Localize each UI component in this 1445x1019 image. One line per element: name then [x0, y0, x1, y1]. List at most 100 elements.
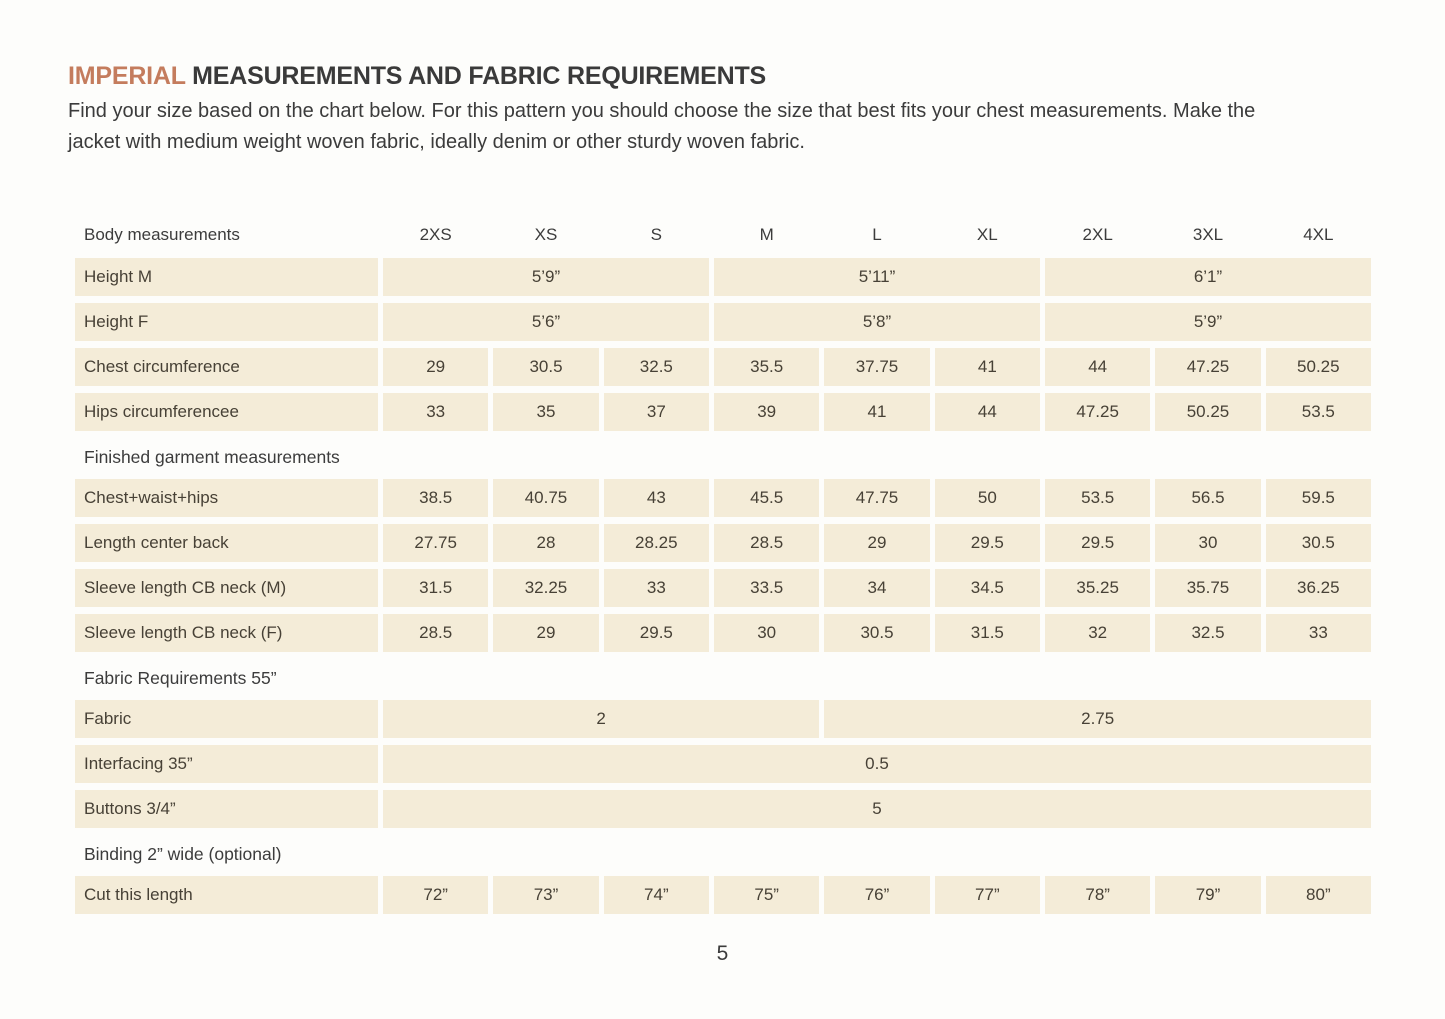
table-row: Height M 5’9” 5’11” 6’1”	[75, 258, 1371, 296]
value-cell: 73”	[493, 876, 599, 914]
value-cell: 29	[383, 348, 489, 386]
value-cell: 45.5	[714, 479, 820, 517]
value-cell: 5’9”	[383, 258, 709, 296]
value-cell: 5	[383, 790, 1371, 828]
value-cell: 47.75	[824, 479, 930, 517]
value-cell: 41	[824, 393, 930, 431]
value-cell: 2.75	[824, 700, 1371, 738]
value-cell: 33	[603, 569, 709, 607]
size-column-header: 2XL	[1082, 225, 1113, 244]
value-cell: 77”	[934, 876, 1040, 914]
table-row: Chest circumference 29 30.5 32.5 35.5 37.75 41…	[75, 348, 1371, 386]
table-header-row: Body measurements 2XS XS S M L XL 2XL 3XL 4XL	[75, 218, 1371, 252]
row-label-cell: Height F	[75, 303, 378, 341]
size-column-header: S	[650, 225, 662, 244]
table-row: Height F 5’6” 5’8” 5’9”	[75, 303, 1371, 341]
value-cell: 47.25	[1155, 348, 1261, 386]
value-cell: 33	[1265, 614, 1371, 652]
page-number: 5	[716, 942, 729, 965]
row-label-cell: Hips circumferencee	[75, 393, 378, 431]
value-cell: 30	[1155, 524, 1261, 562]
value-cell: 5’9”	[1045, 303, 1371, 341]
value-cell: 28.5	[714, 524, 820, 562]
value-cell: 80”	[1265, 876, 1371, 914]
value-cell: 39	[714, 393, 820, 431]
value-cell: 47.25	[1045, 393, 1151, 431]
value-cell: 34	[824, 569, 930, 607]
value-cell: 33.5	[714, 569, 820, 607]
row-label-cell: Cut this length	[75, 876, 378, 914]
value-cell: 38.5	[383, 479, 489, 517]
value-cell: 30.5	[824, 614, 930, 652]
table-row: Fabric 2 2.75	[75, 700, 1371, 738]
value-cell: 32.5	[1155, 614, 1261, 652]
value-cell: 56.5	[1155, 479, 1261, 517]
value-cell: 37.75	[824, 348, 930, 386]
value-cell: 5’11”	[714, 258, 1040, 296]
value-cell: 34.5	[934, 569, 1040, 607]
row-label-cell: Sleeve length CB neck (F)	[75, 614, 378, 652]
value-cell: 74”	[603, 876, 709, 914]
row-label-cell: Sleeve length CB neck (M)	[75, 569, 378, 607]
value-cell: 78”	[1045, 876, 1151, 914]
value-cell: 31.5	[383, 569, 489, 607]
table-row: Cut this length 72” 73” 74” 75” 76” 77” 78” 79” 8…	[75, 876, 1371, 914]
value-cell: 0.5	[383, 745, 1371, 783]
value-cell: 29	[493, 614, 599, 652]
corner-header-label: Body measurements	[84, 225, 240, 244]
table-row: Length center back 27.75 28 28.25 28.5 29 29.5…	[75, 524, 1371, 562]
section-label: Binding 2” wide (optional)	[84, 844, 282, 864]
row-label-cell: Buttons 3/4”	[75, 790, 378, 828]
value-cell: 44	[1045, 348, 1151, 386]
value-cell: 50	[934, 479, 1040, 517]
value-cell: 29	[824, 524, 930, 562]
table-row: Sleeve length CB neck (M) 31.5 32.25 33 33.5…	[75, 569, 1371, 607]
value-cell: 79”	[1155, 876, 1261, 914]
row-label-cell: Interfacing 35”	[75, 745, 378, 783]
table-row: Chest+waist+hips 38.5 40.75 43 45.5 47.75 50 53…	[75, 479, 1371, 517]
table-row: Sleeve length CB neck (F) 28.5 29 29.5 30 30.…	[75, 614, 1371, 652]
value-cell: 50.25	[1265, 348, 1371, 386]
value-cell: 53.5	[1265, 393, 1371, 431]
value-cell: 75”	[714, 876, 820, 914]
value-cell: 28	[493, 524, 599, 562]
value-cell: 72”	[383, 876, 489, 914]
size-column-header: L	[872, 225, 882, 244]
value-cell: 76”	[824, 876, 930, 914]
value-cell: 44	[934, 393, 1040, 431]
document-page: IMPERIAL MEASUREMENTS AND FABRIC REQUIRE…	[68, 62, 1371, 965]
value-cell: 32.25	[493, 569, 599, 607]
size-column-header: XL	[976, 225, 998, 244]
value-cell: 5’8”	[714, 303, 1040, 341]
size-chart-table: Body measurements 2XS XS S M L XL 2XL 3XL 4XL Heig…	[75, 218, 1371, 914]
value-cell: 29.5	[934, 524, 1040, 562]
size-column-header: 3XL	[1192, 225, 1224, 244]
value-cell: 28.5	[383, 614, 489, 652]
value-cell: 27.75	[383, 524, 489, 562]
page-title-highlight: IMPERIAL	[68, 62, 186, 90]
value-cell: 30.5	[1265, 524, 1371, 562]
value-cell: 36.25	[1265, 569, 1371, 607]
value-cell: 30.5	[493, 348, 599, 386]
value-cell: 41	[934, 348, 1040, 386]
section-label: Finished garment measurements	[84, 447, 340, 467]
row-label-cell: Fabric	[75, 700, 378, 738]
value-cell: 40.75	[493, 479, 599, 517]
value-cell: 6’1”	[1045, 258, 1371, 296]
value-cell: 33	[383, 393, 489, 431]
value-cell: 32	[1045, 614, 1151, 652]
row-label-cell: Chest+waist+hips	[75, 479, 378, 517]
value-cell: 35.5	[714, 348, 820, 386]
value-cell: 59.5	[1265, 479, 1371, 517]
value-cell: 35	[493, 393, 599, 431]
row-label-cell: Height M	[75, 258, 378, 296]
table-row: Interfacing 35” 0.5	[75, 745, 1371, 783]
size-column-header: M	[759, 225, 774, 244]
value-cell: 30	[714, 614, 820, 652]
value-cell: 31.5	[934, 614, 1040, 652]
table-row: Hips circumferencee 33 35 37 39 41 44 47.25 50.2…	[75, 393, 1371, 431]
size-column-header: XS	[534, 225, 558, 244]
value-cell: 28.25	[603, 524, 709, 562]
value-cell: 43	[603, 479, 709, 517]
row-label-cell: Chest circumference	[75, 348, 378, 386]
